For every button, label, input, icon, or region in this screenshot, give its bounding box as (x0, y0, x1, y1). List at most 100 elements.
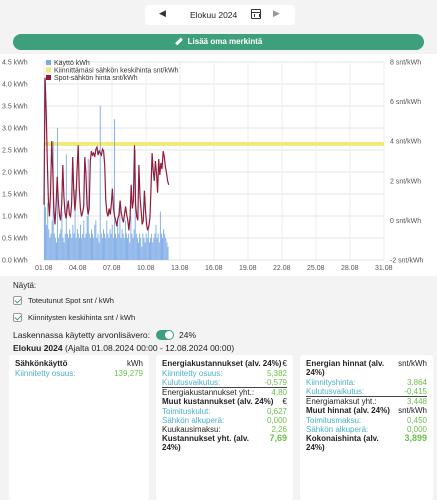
add-entry-button[interactable]: Lisää oma merkintä (13, 34, 424, 50)
x-tick-label: 01.08 (35, 265, 53, 272)
energy-fees-row: Energiamaksut yht.: 3,448 (306, 396, 427, 406)
usage-bar (151, 233, 153, 260)
left-tick-label: 4.5 kWh (2, 60, 28, 67)
legend-swatch (46, 67, 51, 73)
usage-bar (62, 238, 64, 260)
usage-bar (129, 242, 131, 260)
usage-card-unit: kWh (127, 359, 143, 368)
usage-bar (116, 238, 118, 260)
previous-month-button[interactable]: ◀ (159, 8, 166, 18)
origin-label: Sähkön alkuperä: (162, 416, 225, 425)
origin-value: 0,000 (266, 416, 287, 425)
usage-bar (71, 238, 73, 260)
usage-bar (167, 246, 169, 260)
usage-bar (121, 229, 123, 260)
legend-label: Spot-sähkön hinta snt/kWh (54, 75, 138, 82)
usage-bar (100, 233, 102, 260)
usage-bar (146, 238, 148, 260)
usage-bar (61, 211, 63, 260)
usage-bar (131, 233, 133, 260)
price-origin-row: Sähkön alkuperä: 0,000 (306, 425, 427, 434)
left-tick-label: 2.0 kWh (2, 170, 28, 177)
usage-bar (75, 238, 77, 260)
left-tick-label: 0.0 kWh (2, 258, 28, 265)
usage-bar (54, 238, 56, 260)
costs-total-value: 7,69 (269, 433, 287, 443)
spot-price-line (43, 77, 170, 231)
usage-bar (47, 202, 49, 260)
usage-bar (56, 242, 57, 260)
delivery-value: 0,627 (266, 407, 287, 416)
fixed-price-checkbox[interactable] (13, 313, 22, 322)
usage-bar (127, 238, 129, 260)
usage-bar (113, 119, 115, 260)
right-tick-label: -2 snt/kWh (390, 258, 424, 265)
spot-checkbox[interactable] (13, 296, 22, 305)
prices-card-header: Energian hinnat (alv. 24%) snt/kWh (306, 359, 427, 377)
usage-bar (142, 233, 144, 260)
left-tick-label: 3.0 kWh (2, 126, 28, 133)
current-month-label: Elokuu 2024 (190, 10, 238, 20)
period-heading: Elokuu 2024 (Ajalta 01.08.2024 00:00 - 1… (13, 343, 234, 353)
usage-bar (145, 233, 147, 260)
left-tick-label: 3.5 kWh (2, 104, 28, 111)
prices-card: Energian hinnat (alv. 24%) snt/kWh Kiinn… (300, 355, 433, 500)
right-tick-label: 4 snt/kWh (390, 139, 421, 146)
right-tick-label: 0 snt/kWh (390, 218, 421, 225)
usage-bar (66, 233, 68, 260)
usage-bar (106, 220, 108, 260)
usage-bar (88, 233, 90, 260)
usage-bar (108, 238, 110, 260)
costs-effect-label: Kulutusvaikutus: (162, 378, 221, 387)
total-price-value: 3,899 (404, 433, 427, 443)
usage-price-chart: 4.5 kWh 4.0 kWh 3.5 kWh 3.0 kWh 2.5 kWh 2.0 k… (0, 54, 437, 276)
vat-toggle[interactable] (156, 330, 175, 340)
usage-bar (45, 207, 46, 260)
usage-bar (80, 224, 81, 260)
usage-bar (76, 229, 78, 260)
fixed-option-row: Kiinnitysten keskihinta snt / kWh (13, 313, 433, 322)
usage-bar (135, 233, 137, 260)
vat-row: Laskennassa käytetty arvonlisävero: 24% (13, 330, 433, 340)
calendar-icon[interactable] (251, 9, 261, 19)
usage-bar (103, 229, 104, 260)
usage-bar (154, 233, 156, 260)
legend-swatch (46, 60, 51, 65)
usage-fixed-row: Kiinnitetty osuus: 139,279 (15, 369, 143, 378)
fixed-price-line (44, 141, 384, 146)
usage-bar (148, 242, 150, 260)
costs-card-unit: € (282, 359, 287, 368)
usage-bar (115, 233, 116, 260)
usage-bar (94, 224, 96, 260)
vat-value: 24% (179, 330, 197, 340)
display-options: Näytä: Toteutunut Spot snt / kWh Kiinnit… (13, 281, 433, 340)
left-tick-label: 4.0 kWh (2, 82, 28, 89)
usage-bar (162, 238, 163, 260)
costs-card-header: Energiakustannukset (alv. 24%) € (162, 359, 287, 368)
x-tick-label: 25.08 (307, 265, 325, 272)
costs-fixed-label: Kiinnitetty osuus: (162, 369, 223, 378)
delivery-fee-label: Toimitusmaksu: (306, 416, 362, 425)
next-month-button[interactable]: ▶ (273, 8, 280, 18)
delivery-row: Toimituskulut: 0,627 (162, 407, 287, 416)
usage-bar (111, 224, 113, 260)
left-tick-label: 0.5 kWh (2, 236, 28, 243)
usage-bar (120, 238, 122, 260)
spot-checkbox-label: Toteutunut Spot snt / kWh (28, 296, 114, 305)
left-tick-label: 1.0 kWh (2, 214, 28, 221)
usage-bar (118, 233, 120, 260)
usage-bar (166, 242, 168, 260)
usage-bar (93, 238, 95, 260)
prices-card-title: Energian hinnat (alv. 24%) (306, 359, 385, 377)
x-tick-label: 19.08 (239, 265, 257, 272)
usage-bar (58, 238, 60, 260)
usage-bar (51, 220, 53, 260)
usage-fixed-label: Kiinnitetty osuus: (15, 369, 76, 378)
usage-bar (132, 238, 134, 260)
add-entry-label: Lisää oma merkintä (187, 37, 263, 46)
usage-bar (98, 242, 100, 260)
legend-label: Kiinnittämäsi sähkön keskihinta snt/kWh (54, 68, 179, 75)
usage-bar (107, 233, 109, 260)
total-price-row: Kokonaishinta (alv. 24%) 3,899 (306, 433, 427, 453)
usage-bar (63, 242, 65, 260)
